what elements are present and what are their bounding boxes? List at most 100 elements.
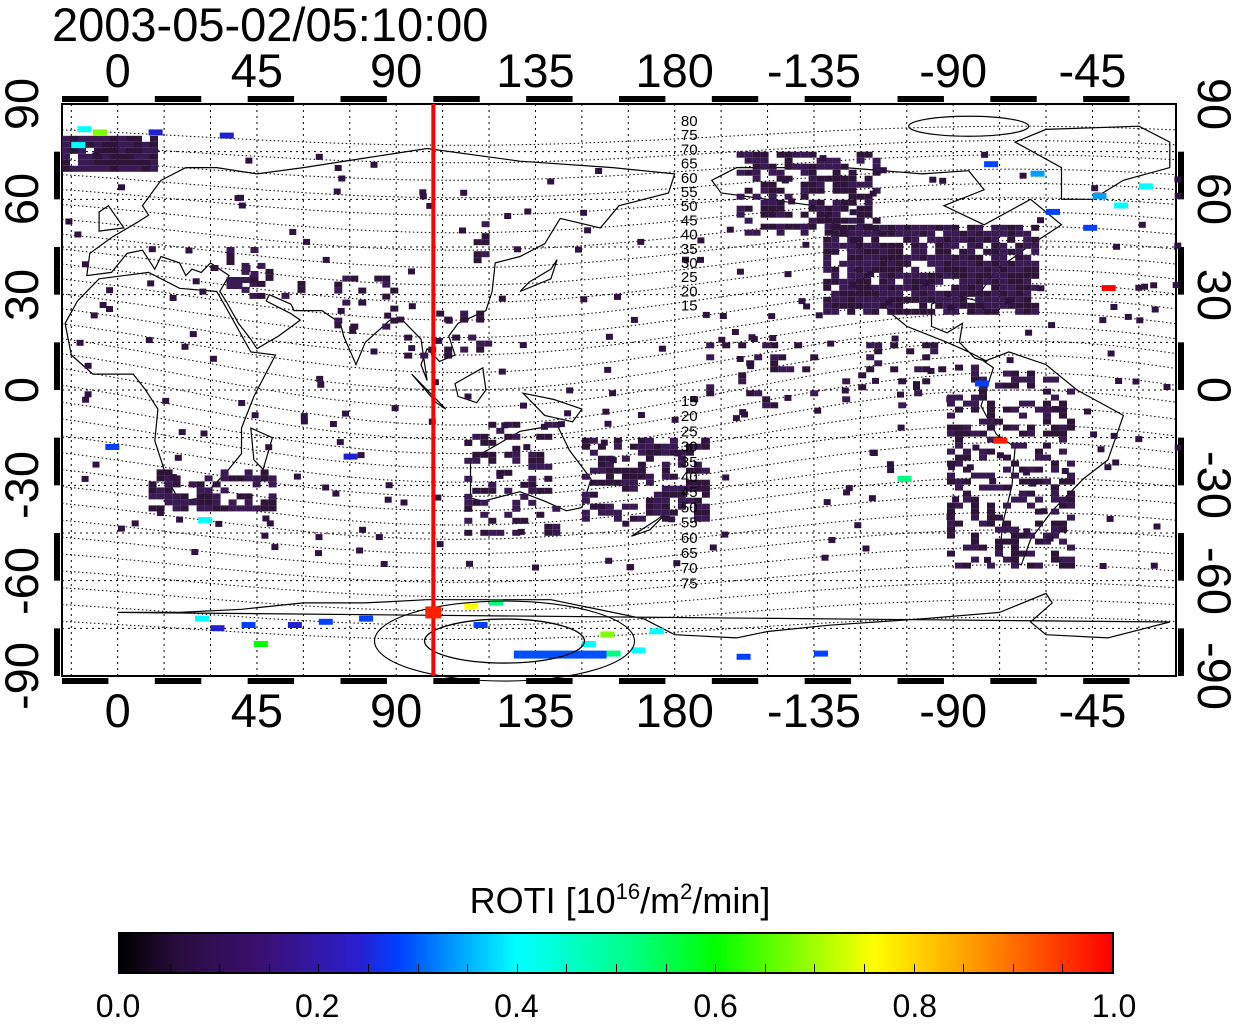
roti-observation — [156, 469, 165, 476]
roti-observation — [653, 509, 662, 516]
roti-observation — [778, 366, 787, 373]
roti-observation — [370, 161, 378, 168]
roti-observation — [544, 523, 553, 530]
roti-observation — [1097, 446, 1105, 453]
roti-observation — [991, 272, 1000, 279]
roti-observation — [800, 187, 809, 194]
roti-observation — [62, 165, 70, 172]
roti-observation — [935, 248, 944, 255]
roti-observation — [260, 499, 269, 506]
roti-observation — [685, 467, 694, 474]
roti-observation — [1067, 496, 1075, 503]
roti-observation — [879, 254, 888, 261]
top-longitude-tick-label: 90 — [370, 44, 423, 97]
roti-observation — [770, 360, 779, 367]
roti-observation — [226, 259, 235, 265]
roti-observation — [142, 147, 150, 154]
roti-observation — [637, 238, 645, 245]
roti-observation — [1051, 490, 1059, 497]
roti-observation — [520, 493, 529, 500]
roti-observation — [488, 451, 497, 458]
roti-observation — [947, 508, 955, 515]
roti-observation — [250, 247, 259, 253]
roti-observation — [955, 406, 963, 413]
roti-observation — [605, 467, 614, 474]
roti-observation — [196, 505, 205, 512]
roti-observation — [816, 163, 825, 170]
roti-observation — [685, 479, 694, 486]
roti-observation — [134, 153, 142, 160]
roti-observation — [744, 187, 753, 194]
roti-observation — [609, 390, 617, 397]
roti-observation — [94, 141, 102, 148]
roti-observation — [808, 187, 817, 194]
roti-observation — [930, 342, 939, 349]
roti-observation — [842, 396, 851, 403]
roti-observation — [800, 193, 809, 200]
roti-observation — [621, 503, 630, 510]
roti-observation — [800, 169, 809, 176]
roti-observation — [1023, 290, 1032, 297]
roti-observation — [604, 366, 612, 373]
roti-observation — [872, 217, 881, 224]
roti-observation — [169, 474, 177, 481]
roti-observation — [162, 397, 170, 404]
roti-observation — [895, 308, 904, 315]
magnetic-latitude-contour — [61, 282, 1177, 339]
roti-observation — [808, 169, 817, 176]
roti-observation — [832, 169, 841, 176]
roti-observation — [863, 278, 872, 285]
roti-observation — [999, 260, 1008, 267]
roti-observation — [1015, 278, 1024, 285]
roti-observation — [281, 292, 290, 299]
roti-observation — [895, 230, 904, 237]
roti-observation — [315, 534, 323, 541]
roti-observation — [661, 461, 670, 468]
roti-observation — [816, 199, 825, 206]
roti-observation — [94, 159, 102, 166]
roti-observation — [752, 175, 761, 182]
roti-observation — [951, 308, 960, 315]
roti-observation — [528, 487, 537, 494]
roti-observation — [871, 254, 880, 261]
roti-observation — [800, 223, 809, 230]
roti-observation — [685, 497, 694, 504]
roti-observation — [754, 390, 763, 397]
roti-observation — [677, 497, 686, 504]
roti-high-value-observation — [984, 161, 999, 168]
roti-observation — [903, 308, 912, 315]
roti-observation — [178, 429, 186, 436]
roti-observation — [81, 475, 89, 482]
roti-observation — [391, 405, 399, 412]
roti-observation — [839, 242, 848, 249]
roti-observation — [1037, 285, 1045, 292]
roti-observation — [863, 290, 872, 297]
roti-observation — [843, 489, 851, 496]
roti-observation — [1035, 478, 1043, 485]
roti-observation — [382, 293, 391, 300]
roti-observation — [536, 457, 545, 464]
roti-observation — [955, 484, 963, 491]
bottom-longitude-tick-label: 90 — [370, 684, 423, 737]
roti-observation — [1015, 272, 1024, 279]
roti-observation — [983, 272, 992, 279]
roti-observation — [855, 236, 864, 243]
roti-observation — [473, 239, 482, 246]
roti-observation — [1027, 430, 1035, 437]
roti-observation — [706, 354, 715, 361]
roti-observation — [955, 430, 963, 437]
roti-observation — [895, 296, 904, 303]
roti-observation — [871, 284, 880, 291]
roti-observation — [914, 366, 923, 373]
roti-observation — [1006, 357, 1014, 364]
roti-observation — [480, 487, 489, 494]
roti-observation — [382, 275, 391, 282]
roti-observation — [810, 390, 819, 397]
roti-observation — [1011, 472, 1019, 479]
roti-observation — [895, 254, 904, 261]
roti-observation — [951, 236, 960, 243]
roti-observation — [1003, 502, 1011, 509]
roti-observation — [1023, 296, 1032, 303]
roti-high-value-observation — [814, 650, 828, 657]
roti-observation — [1059, 478, 1067, 485]
